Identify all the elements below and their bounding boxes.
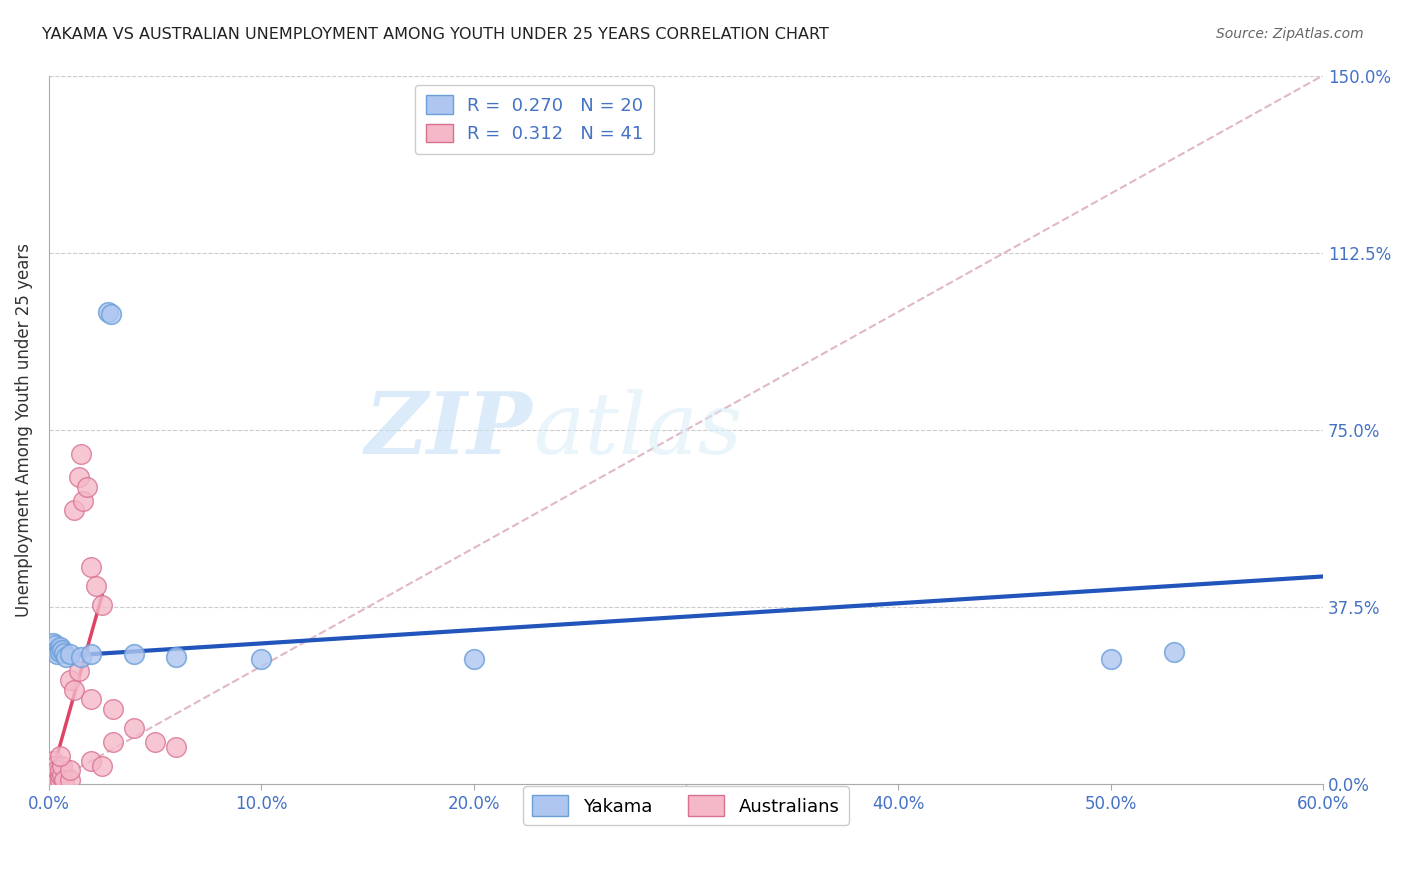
Point: [91, 598, 114, 612]
Point: [1163, 645, 1185, 659]
Point: [80, 560, 103, 574]
Point: [143, 735, 166, 749]
Point: [63, 503, 86, 517]
Point: [48, 749, 70, 764]
Point: [76, 480, 98, 494]
Point: [63, 682, 86, 697]
Point: [80, 692, 103, 706]
Point: [165, 649, 187, 664]
Point: [101, 702, 124, 716]
Point: [463, 652, 485, 666]
Point: [100, 307, 122, 321]
Point: [39, 772, 62, 787]
Point: [51, 758, 73, 772]
Point: [1099, 652, 1122, 666]
Point: [39, 768, 62, 782]
Text: YAKAMA VS AUSTRALIAN UNEMPLOYMENT AMONG YOUTH UNDER 25 YEARS CORRELATION CHART: YAKAMA VS AUSTRALIAN UNEMPLOYMENT AMONG …: [42, 27, 830, 42]
Point: [52, 646, 75, 660]
Point: [48, 764, 70, 778]
Point: [51, 768, 73, 782]
Point: [101, 735, 124, 749]
Point: [69, 649, 91, 664]
Point: [59, 673, 82, 688]
Point: [59, 648, 82, 662]
Point: [97, 305, 120, 319]
Point: [80, 648, 103, 662]
Point: [80, 754, 103, 768]
Point: [46, 642, 69, 657]
Point: [48, 640, 70, 655]
Point: [55, 649, 77, 664]
Point: [48, 768, 70, 782]
Point: [48, 645, 70, 659]
Point: [59, 772, 82, 787]
Text: ZIP: ZIP: [366, 388, 533, 472]
Point: [46, 648, 69, 662]
Point: [46, 764, 69, 778]
Point: [59, 764, 82, 778]
Point: [42, 635, 65, 649]
Point: [44, 638, 66, 652]
Point: [46, 772, 69, 787]
Point: [84, 579, 107, 593]
Legend: Yakama, Australians: Yakama, Australians: [523, 786, 849, 825]
Point: [48, 772, 70, 787]
Point: [250, 652, 273, 666]
Point: [72, 494, 94, 508]
Point: [42, 764, 65, 778]
Point: [42, 772, 65, 787]
Point: [44, 758, 66, 772]
Point: [91, 758, 114, 772]
Point: [67, 470, 90, 484]
Point: [44, 768, 66, 782]
Point: [122, 648, 145, 662]
Point: [39, 758, 62, 772]
Point: [42, 768, 65, 782]
Point: [122, 721, 145, 735]
Point: [44, 772, 66, 787]
Point: [67, 664, 90, 678]
Point: [42, 754, 65, 768]
Point: [69, 447, 91, 461]
Point: [52, 772, 75, 787]
Point: [165, 739, 187, 754]
Y-axis label: Unemployment Among Youth under 25 years: Unemployment Among Youth under 25 years: [15, 243, 32, 617]
Text: atlas: atlas: [533, 389, 742, 471]
Point: [39, 764, 62, 778]
Point: [51, 642, 73, 657]
Text: Source: ZipAtlas.com: Source: ZipAtlas.com: [1216, 27, 1364, 41]
